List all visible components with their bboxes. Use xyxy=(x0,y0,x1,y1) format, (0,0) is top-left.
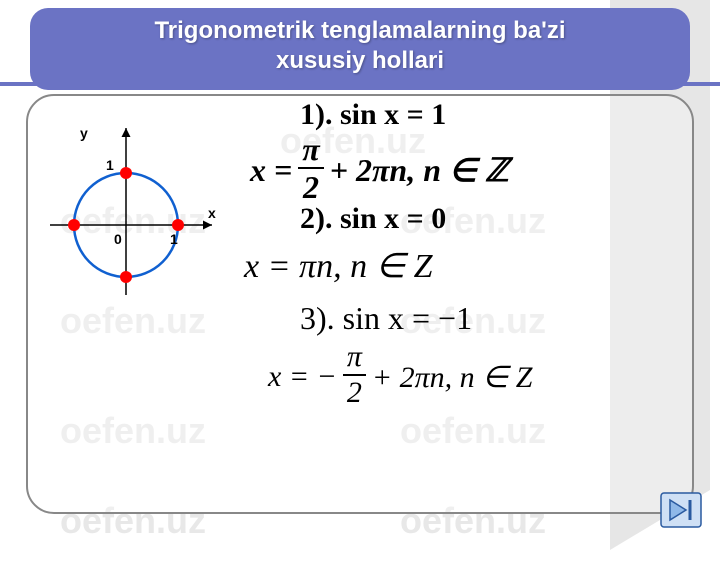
eq3-head: 3). sin x = −1 xyxy=(300,300,472,337)
eq2-solution: x = πn, n ∈ Z xyxy=(244,246,433,286)
eq2-head: 2). sin x = 0 xyxy=(300,202,446,236)
unit-circle-diagram: y x 1 1 0 xyxy=(40,120,220,300)
svg-text:1: 1 xyxy=(106,157,114,173)
svg-text:1: 1 xyxy=(170,231,178,247)
eq1-head: 1). sin x = 1 xyxy=(300,98,446,132)
next-slide-button[interactable] xyxy=(660,492,702,528)
eq1-solution: x = π 2 + 2πn, n ∈ ℤ xyxy=(250,135,509,205)
svg-text:y: y xyxy=(80,125,88,141)
title-line-2: xususiy hollari xyxy=(50,46,670,76)
svg-text:0: 0 xyxy=(114,231,122,247)
title-line-1: Trigonometrik tenglamalarning ba'zi xyxy=(50,16,670,46)
svg-text:x: x xyxy=(208,205,216,221)
eq3-solution: x = − π 2 + 2πn, n ∈ Z xyxy=(268,344,532,410)
title-bar: Trigonometrik tenglamalarning ba'zi xusu… xyxy=(30,8,690,90)
